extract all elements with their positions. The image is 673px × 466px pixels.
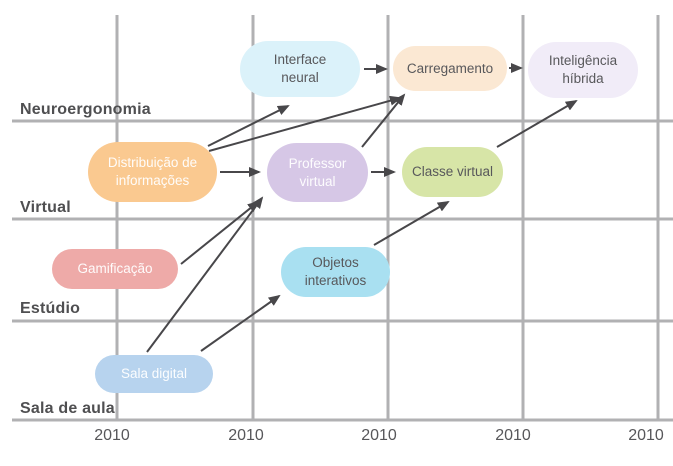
node-distribuicao-de-informacoes: Distribuição de informações	[88, 142, 217, 202]
node-gamificacao: Gamificação	[52, 249, 178, 289]
horizontal-row-lines	[12, 119, 673, 422]
edge-arrows	[146, 63, 578, 353]
edge-sala-digital-to-objetos-interativos	[200, 294, 281, 352]
x-tick-4: 2010	[495, 427, 531, 444]
node-objetos-interativos: Objetos interativos	[281, 247, 390, 297]
edge-objetos-interativos-to-classe-virtual	[373, 200, 450, 246]
node-inteligencia-hibrida: Inteligência híbrida	[528, 42, 638, 98]
node-interface-neural: Interface neural	[240, 41, 360, 97]
edge-distribuicao-to-carregamento	[208, 95, 402, 152]
edge-professor-virtual-to-carregamento	[361, 93, 406, 148]
node-carregamento: Carregamento	[393, 46, 507, 91]
x-tick-1: 2010	[94, 427, 130, 444]
row-label-sala-de-aula: Sala de aula	[20, 400, 115, 417]
node-classe-virtual: Classe virtual	[402, 147, 503, 197]
x-tick-2: 2010	[228, 427, 264, 444]
edge-classe-virtual-to-inteligencia-hibrida	[496, 99, 578, 148]
edge-distribuicao-to-interface-neural	[207, 105, 290, 147]
x-tick-3: 2010	[361, 427, 397, 444]
row-label-neuroergonomia: Neuroergonomia	[20, 101, 151, 118]
node-sala-digital: Sala digital	[95, 355, 213, 393]
x-tick-5: 2010	[628, 427, 664, 444]
row-label-virtual: Virtual	[20, 199, 71, 216]
node-professor-virtual: Professor virtual	[267, 143, 368, 202]
edge-sala-digital-to-professor-virtual	[146, 196, 264, 353]
edge-gamificacao-to-professor-virtual	[180, 200, 260, 265]
row-label-estudio: Estúdio	[20, 300, 81, 317]
